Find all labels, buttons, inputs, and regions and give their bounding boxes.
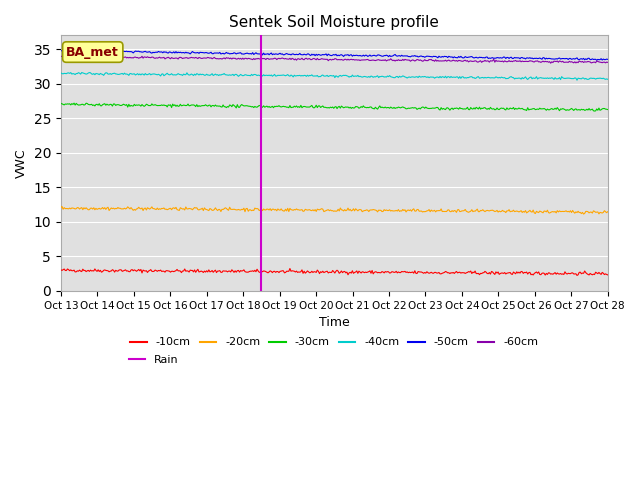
Title: Sentek Soil Moisture profile: Sentek Soil Moisture profile (229, 15, 439, 30)
Legend: Rain: Rain (124, 351, 184, 370)
X-axis label: Time: Time (319, 316, 349, 329)
Text: BA_met: BA_met (67, 46, 119, 59)
Y-axis label: VWC: VWC (15, 148, 28, 178)
